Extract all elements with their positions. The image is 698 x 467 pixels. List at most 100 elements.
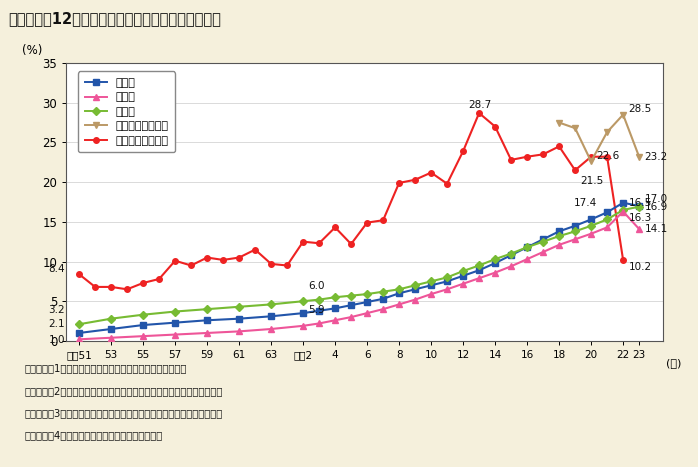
裁判官 [635, 203, 644, 209]
検察官 [363, 310, 371, 316]
弁護士 [507, 251, 515, 256]
旧司法試験合格者 [379, 218, 387, 223]
裁判官 [443, 278, 452, 284]
弁護士 [555, 234, 563, 239]
旧司法試験合格者 [107, 284, 115, 290]
検察官 [635, 226, 644, 232]
裁判官 [539, 236, 547, 242]
Text: 4．司法試験合格者は各年度のデータ。: 4．司法試験合格者は各年度のデータ。 [24, 431, 163, 440]
検察官 [587, 231, 595, 236]
旧司法試験合格者 [75, 271, 83, 277]
検察官 [475, 276, 483, 281]
Text: 2．検察官，司法試験合格者については法務省資料より作成。: 2．検察官，司法試験合格者については法務省資料より作成。 [24, 386, 223, 396]
旧司法試験合格者 [411, 177, 419, 183]
裁判官 [139, 322, 147, 328]
裁判官 [475, 268, 483, 273]
検察官 [427, 291, 436, 297]
裁判官 [395, 290, 403, 296]
Text: 28.7: 28.7 [468, 100, 491, 110]
旧司法試験合格者 [283, 262, 291, 268]
弁護士 [443, 275, 452, 280]
Text: 16.3: 16.3 [629, 213, 652, 223]
裁判官 [587, 217, 595, 222]
弁護士 [635, 204, 644, 210]
旧司法試験合格者 [219, 257, 228, 263]
検察官 [619, 209, 628, 214]
旧司法試験合格者 [187, 262, 195, 268]
検察官 [315, 321, 323, 326]
検察官 [299, 323, 307, 329]
弁護士 [331, 294, 339, 300]
旧司法試験合格者 [395, 180, 403, 186]
検察官 [459, 281, 467, 287]
裁判官 [75, 330, 83, 336]
Text: 16.9: 16.9 [645, 202, 668, 212]
弁護士 [539, 239, 547, 245]
裁判官 [523, 244, 531, 250]
検察官 [395, 302, 403, 307]
新司法試験合格者 [635, 154, 644, 160]
新司法試験合格者 [571, 125, 579, 131]
旧司法試験合格者 [603, 154, 611, 160]
Line: 旧司法試験合格者: 旧司法試験合格者 [76, 110, 626, 292]
弁護士 [603, 217, 611, 222]
Text: 3.2: 3.2 [49, 305, 65, 315]
裁判官 [107, 326, 115, 332]
Text: 17.0: 17.0 [645, 194, 668, 204]
Line: 検察官: 検察官 [76, 209, 642, 342]
裁判官 [459, 273, 467, 279]
旧司法試験合格者 [539, 151, 547, 157]
Text: 21.5: 21.5 [581, 177, 604, 186]
Line: 新司法試験合格者: 新司法試験合格者 [556, 111, 643, 165]
裁判官 [299, 310, 307, 316]
裁判官 [491, 260, 499, 266]
Text: 5.9: 5.9 [309, 304, 325, 315]
弁護士 [379, 289, 387, 295]
検察官 [235, 329, 244, 334]
弁護士 [427, 278, 436, 284]
検察官 [523, 256, 531, 262]
旧司法試験合格者 [443, 181, 452, 186]
裁判官 [235, 316, 244, 321]
Text: 6.0: 6.0 [309, 281, 325, 291]
旧司法試験合格者 [555, 143, 563, 149]
旧司法試験合格者 [267, 261, 275, 267]
Text: 28.5: 28.5 [629, 104, 652, 114]
Text: 2.1: 2.1 [49, 319, 65, 329]
旧司法試験合格者 [491, 124, 499, 129]
新司法試験合格者 [603, 129, 611, 135]
Line: 弁護士: 弁護士 [76, 204, 642, 327]
裁判官 [379, 296, 387, 302]
Text: 22.6: 22.6 [597, 151, 620, 161]
弁護士 [619, 207, 628, 212]
弁護士 [139, 312, 147, 318]
旧司法試験合格者 [347, 241, 355, 247]
Text: 14.1: 14.1 [645, 224, 668, 234]
裁判官 [363, 299, 371, 305]
検察官 [507, 263, 515, 269]
検察官 [75, 337, 83, 342]
裁判官 [555, 228, 563, 234]
弁護士 [315, 297, 323, 303]
裁判官 [507, 252, 515, 258]
Text: 16.5: 16.5 [629, 198, 652, 208]
検察官 [443, 286, 452, 292]
検察官 [603, 225, 611, 230]
裁判官 [427, 283, 436, 288]
Text: 17.4: 17.4 [574, 198, 597, 208]
旧司法試験合格者 [459, 149, 467, 154]
旧司法試験合格者 [299, 239, 307, 245]
Legend: 裁判官, 検察官, 弁護士, 新司法試験合格者, 旧司法試験合格者: 裁判官, 検察官, 弁護士, 新司法試験合格者, 旧司法試験合格者 [78, 71, 175, 153]
新司法試験合格者 [555, 120, 563, 125]
旧司法試験合格者 [619, 257, 628, 263]
弁護士 [347, 293, 355, 298]
弁護士 [587, 223, 595, 228]
裁判官 [619, 200, 628, 205]
旧司法試験合格者 [155, 276, 163, 282]
旧司法試験合格者 [587, 154, 595, 160]
弁護士 [235, 304, 244, 310]
弁護士 [475, 262, 483, 268]
検察官 [139, 333, 147, 339]
Text: 1.0: 1.0 [49, 335, 65, 345]
裁判官 [331, 305, 339, 311]
